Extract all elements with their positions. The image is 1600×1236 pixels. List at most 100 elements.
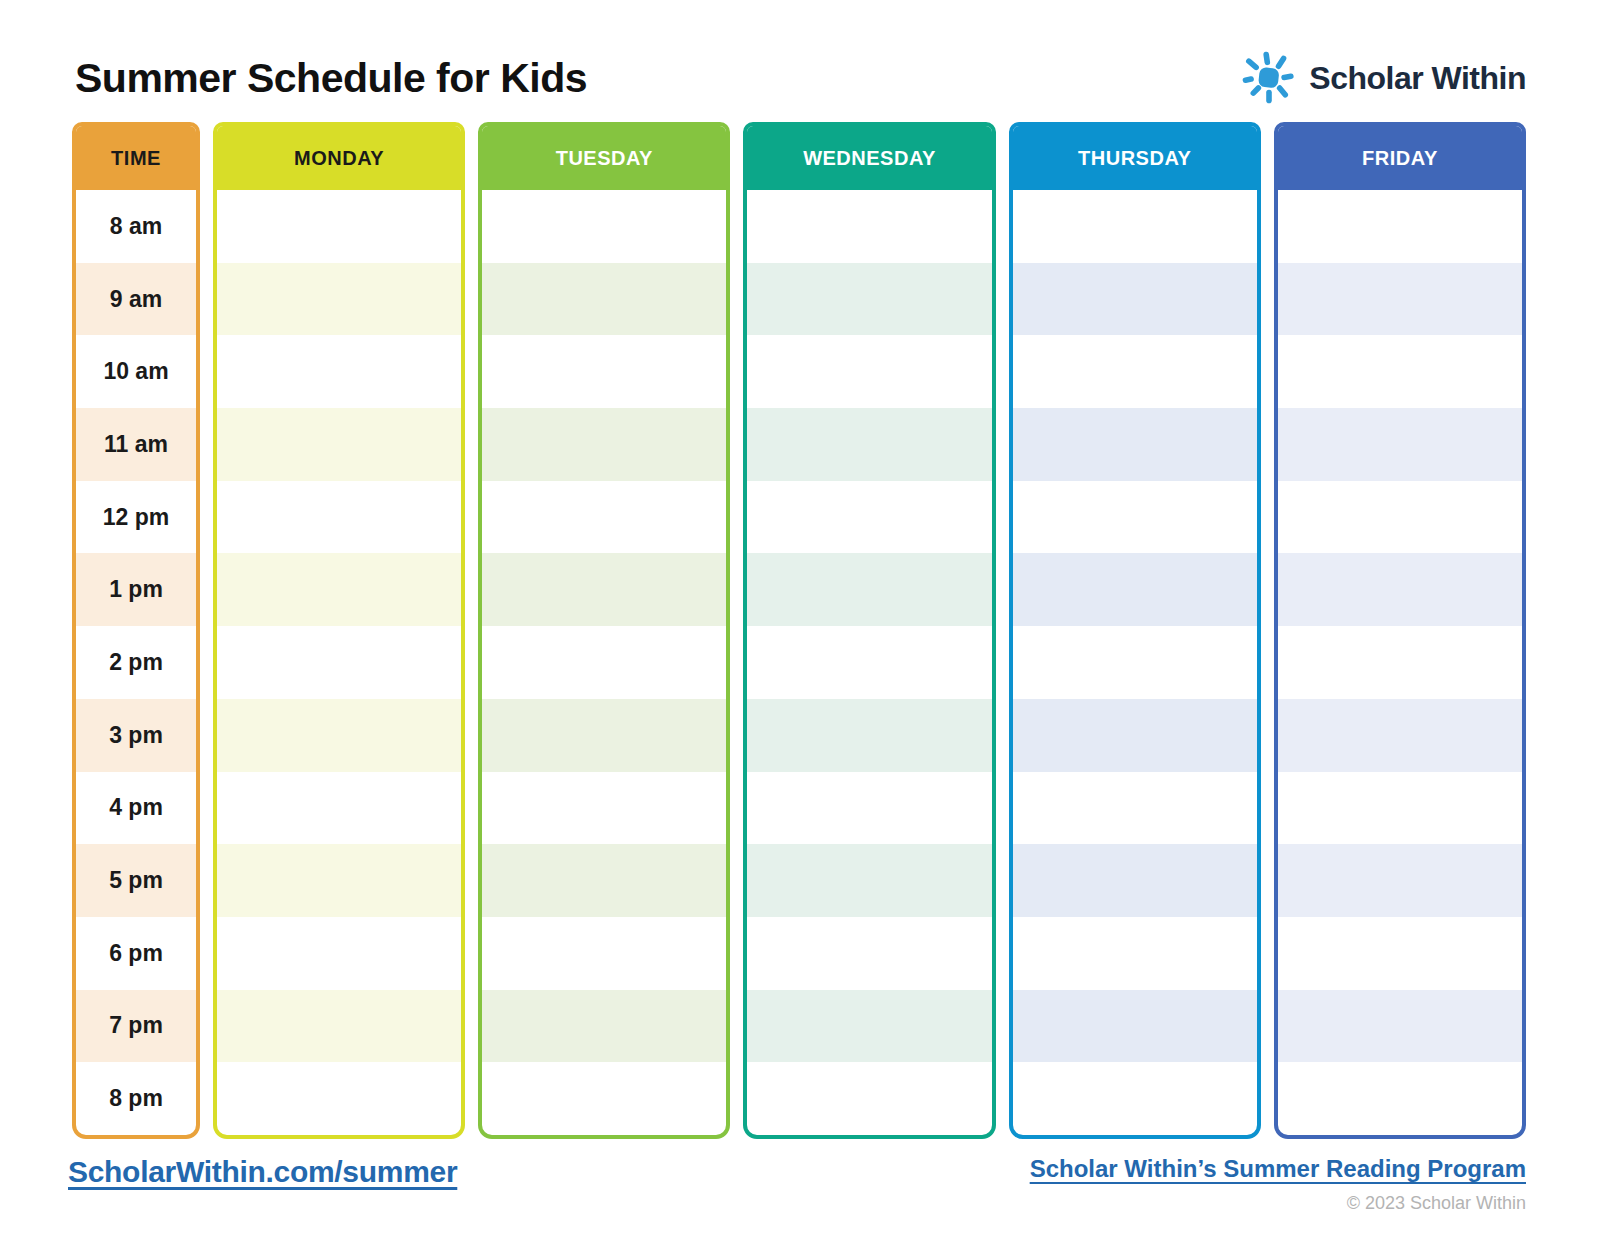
column-rows-wednesday xyxy=(747,190,991,1135)
schedule-cell-friday xyxy=(1278,190,1522,263)
schedule-cell-monday xyxy=(217,772,461,845)
schedule-cell-wednesday xyxy=(747,1062,991,1135)
time-label: 11 am xyxy=(76,408,196,481)
schedule-cell-monday xyxy=(217,481,461,554)
schedule-cell-wednesday xyxy=(747,699,991,772)
column-rows-monday xyxy=(217,190,461,1135)
schedule-cell-thursday xyxy=(1013,772,1257,845)
schedule-cell-friday xyxy=(1278,263,1522,336)
column-header-thursday: THURSDAY xyxy=(1013,126,1257,190)
schedule-cell-friday xyxy=(1278,335,1522,408)
column-header-monday: MONDAY xyxy=(217,126,461,190)
time-label: 5 pm xyxy=(76,844,196,917)
schedule-cell-thursday xyxy=(1013,335,1257,408)
schedule-cell-tuesday xyxy=(482,553,726,626)
column-monday: MONDAY xyxy=(213,122,465,1139)
column-rows-tuesday xyxy=(482,190,726,1135)
reading-program-link[interactable]: Scholar Within’s Summer Reading Program xyxy=(1030,1155,1526,1183)
schedule-cell-wednesday xyxy=(747,844,991,917)
page-title: Summer Schedule for Kids xyxy=(75,55,587,102)
column-header-time: TIME xyxy=(76,126,196,190)
column-rows-thursday xyxy=(1013,190,1257,1135)
schedule-cell-thursday xyxy=(1013,626,1257,699)
brand-name: Scholar Within xyxy=(1309,60,1526,97)
column-thursday: THURSDAY xyxy=(1009,122,1261,1139)
schedule-cell-monday xyxy=(217,990,461,1063)
schedule-cell-monday xyxy=(217,408,461,481)
schedule-cell-friday xyxy=(1278,917,1522,990)
schedule-cell-tuesday xyxy=(482,772,726,845)
schedule-cell-tuesday xyxy=(482,335,726,408)
schedule-cell-wednesday xyxy=(747,990,991,1063)
schedule-cell-thursday xyxy=(1013,263,1257,336)
footer: ScholarWithin.com/summer Scholar Within’… xyxy=(0,1139,1600,1214)
schedule-cell-tuesday xyxy=(482,408,726,481)
schedule-cell-tuesday xyxy=(482,699,726,772)
copyright: © 2023 Scholar Within xyxy=(1347,1193,1526,1214)
schedule-cell-wednesday xyxy=(747,263,991,336)
column-rows-time: 8 am9 am10 am11 am12 pm1 pm2 pm3 pm4 pm5… xyxy=(76,190,196,1135)
time-label: 2 pm xyxy=(76,626,196,699)
schedule-cell-tuesday xyxy=(482,190,726,263)
footer-right: Scholar Within’s Summer Reading Program … xyxy=(1030,1155,1526,1214)
schedule-cell-monday xyxy=(217,1062,461,1135)
schedule-cell-wednesday xyxy=(747,335,991,408)
schedule-table: TIME8 am9 am10 am11 am12 pm1 pm2 pm3 pm4… xyxy=(72,122,1526,1139)
schedule-cell-wednesday xyxy=(747,772,991,845)
brand-logo: Scholar Within xyxy=(1241,50,1526,106)
summer-url-link[interactable]: ScholarWithin.com/summer xyxy=(68,1155,457,1189)
time-label: 8 pm xyxy=(76,1062,196,1135)
time-label: 4 pm xyxy=(76,772,196,845)
time-label: 8 am xyxy=(76,190,196,263)
time-label: 12 pm xyxy=(76,481,196,554)
schedule-cell-tuesday xyxy=(482,844,726,917)
schedule-cell-thursday xyxy=(1013,917,1257,990)
sun-icon xyxy=(1241,50,1297,106)
schedule-cell-monday xyxy=(217,335,461,408)
schedule-cell-tuesday xyxy=(482,1062,726,1135)
schedule-cell-wednesday xyxy=(747,190,991,263)
time-label: 9 am xyxy=(76,263,196,336)
schedule-cell-friday xyxy=(1278,844,1522,917)
schedule-cell-thursday xyxy=(1013,699,1257,772)
schedule-cell-thursday xyxy=(1013,844,1257,917)
schedule-cell-monday xyxy=(217,917,461,990)
schedule-cell-thursday xyxy=(1013,990,1257,1063)
schedule-cell-thursday xyxy=(1013,553,1257,626)
time-label: 1 pm xyxy=(76,553,196,626)
schedule-cell-wednesday xyxy=(747,408,991,481)
time-label: 3 pm xyxy=(76,699,196,772)
schedule-cell-monday xyxy=(217,553,461,626)
column-rows-friday xyxy=(1278,190,1522,1135)
page: Summer Schedule for Kids xyxy=(0,0,1600,1236)
schedule-cell-friday xyxy=(1278,481,1522,554)
schedule-cell-monday xyxy=(217,190,461,263)
schedule-cell-friday xyxy=(1278,990,1522,1063)
schedule-cell-friday xyxy=(1278,626,1522,699)
schedule-cell-friday xyxy=(1278,1062,1522,1135)
time-label: 7 pm xyxy=(76,990,196,1063)
schedule-cell-wednesday xyxy=(747,917,991,990)
schedule-cell-thursday xyxy=(1013,481,1257,554)
column-time: TIME8 am9 am10 am11 am12 pm1 pm2 pm3 pm4… xyxy=(72,122,200,1139)
schedule-cell-thursday xyxy=(1013,1062,1257,1135)
schedule-cell-wednesday xyxy=(747,481,991,554)
column-tuesday: TUESDAY xyxy=(478,122,730,1139)
schedule-cell-friday xyxy=(1278,408,1522,481)
schedule-cell-friday xyxy=(1278,699,1522,772)
column-header-wednesday: WEDNESDAY xyxy=(747,126,991,190)
time-label: 6 pm xyxy=(76,917,196,990)
schedule-cell-tuesday xyxy=(482,481,726,554)
schedule-cell-monday xyxy=(217,844,461,917)
schedule-cell-tuesday xyxy=(482,990,726,1063)
column-friday: FRIDAY xyxy=(1274,122,1526,1139)
schedule-cell-tuesday xyxy=(482,263,726,336)
schedule-cell-monday xyxy=(217,626,461,699)
schedule-cell-thursday xyxy=(1013,190,1257,263)
time-label: 10 am xyxy=(76,335,196,408)
schedule-cell-thursday xyxy=(1013,408,1257,481)
schedule-cell-wednesday xyxy=(747,626,991,699)
schedule-cell-friday xyxy=(1278,553,1522,626)
schedule-cell-monday xyxy=(217,699,461,772)
header: Summer Schedule for Kids xyxy=(0,0,1600,112)
